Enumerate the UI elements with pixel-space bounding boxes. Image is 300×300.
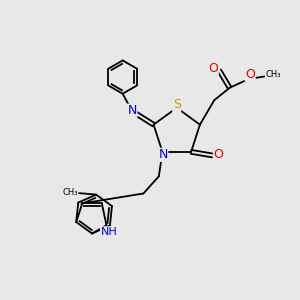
- Text: S: S: [173, 98, 181, 111]
- Text: O: O: [245, 68, 255, 81]
- Text: O: O: [208, 62, 218, 75]
- Text: CH₃: CH₃: [62, 188, 78, 197]
- Text: O: O: [214, 148, 224, 161]
- Text: N: N: [158, 148, 168, 161]
- Text: NH: NH: [100, 227, 117, 237]
- Text: CH₃: CH₃: [266, 70, 281, 80]
- Text: N: N: [128, 104, 137, 117]
